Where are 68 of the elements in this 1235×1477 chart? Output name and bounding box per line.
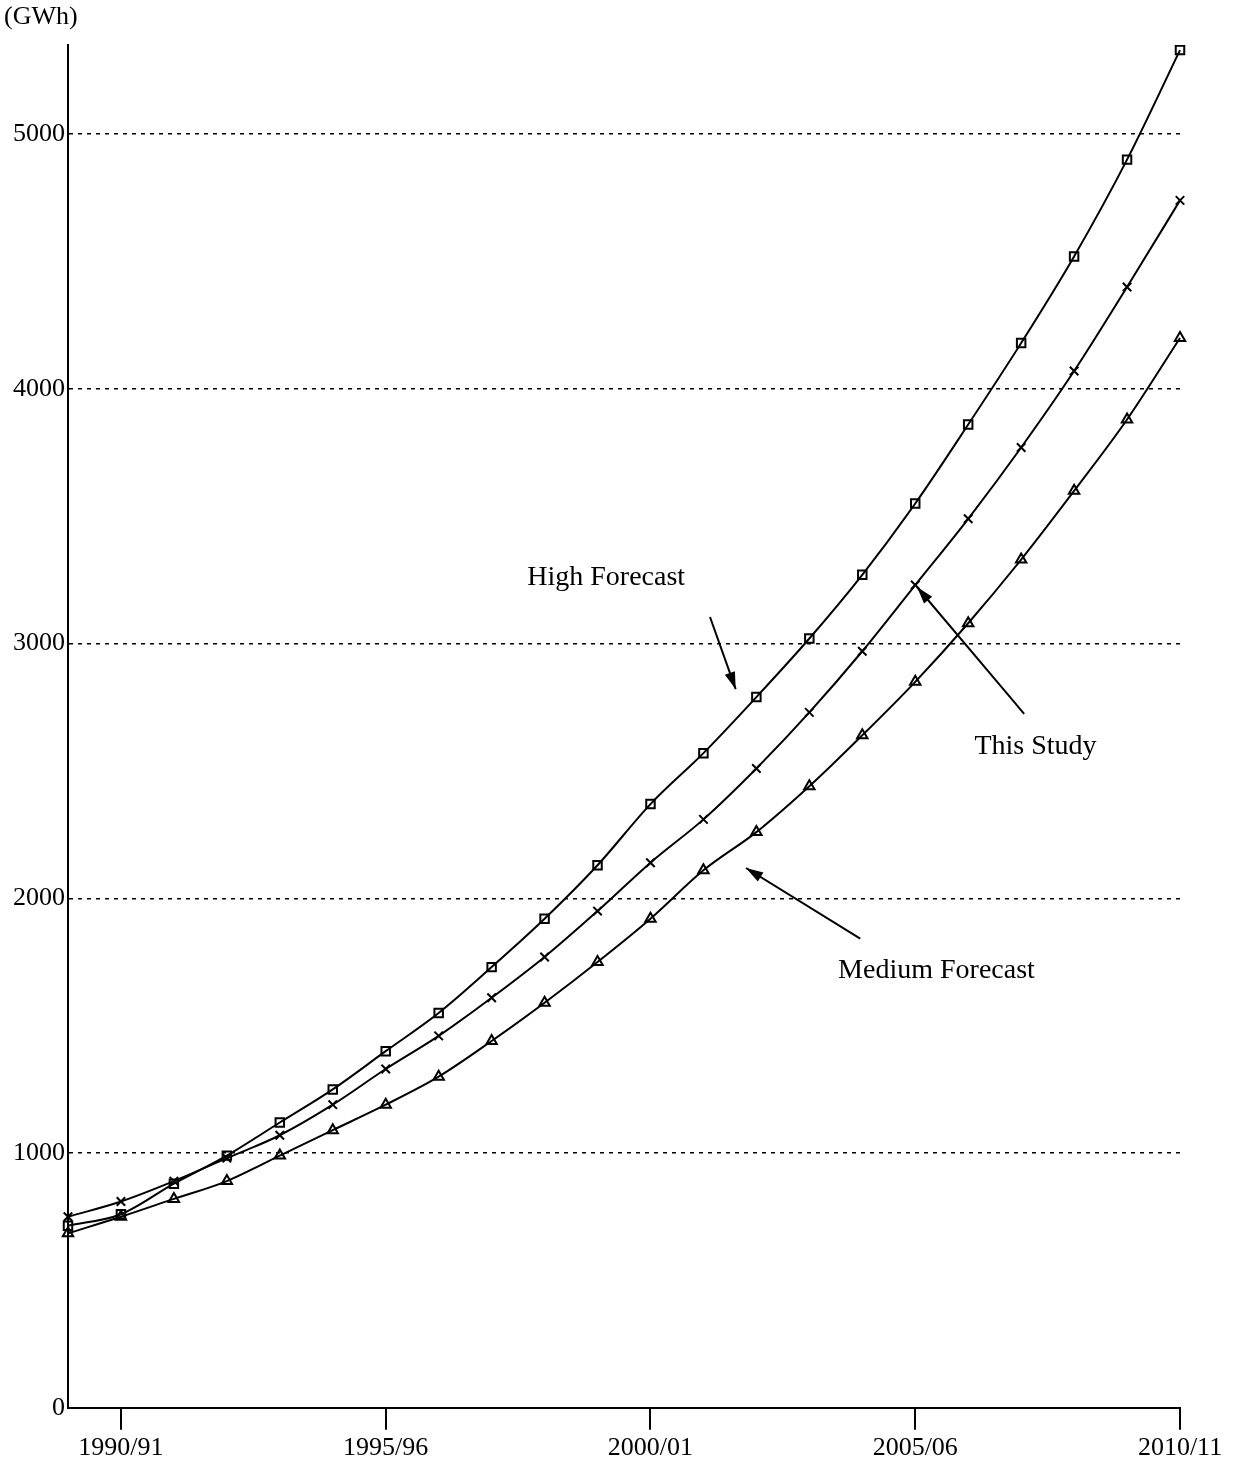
x-tick-label: 1995/96 xyxy=(343,1432,429,1462)
annotation: Medium Forecast xyxy=(838,952,1036,984)
annotation: High Forecast xyxy=(527,560,686,592)
point xyxy=(644,911,657,923)
point xyxy=(1014,552,1028,564)
y-tick-label: 1000 xyxy=(13,1136,65,1166)
y-tick-label: 3000 xyxy=(13,627,65,657)
point xyxy=(592,859,603,871)
x-tick-label: 2005/06 xyxy=(872,1432,958,1462)
point xyxy=(62,1220,74,1231)
point xyxy=(857,569,868,581)
x-tick-label: 2010/11 xyxy=(1137,1432,1223,1462)
y-axis-title: (GWh) xyxy=(4,0,78,30)
point xyxy=(1068,365,1080,377)
point xyxy=(962,419,974,430)
point xyxy=(1120,412,1134,424)
point xyxy=(274,1117,286,1128)
point xyxy=(751,691,762,703)
point xyxy=(698,747,709,759)
point xyxy=(803,779,816,791)
point xyxy=(804,707,815,718)
point xyxy=(804,633,815,644)
point xyxy=(698,814,709,825)
y-tick-label: 2000 xyxy=(13,882,65,912)
y-tick-label: 4000 xyxy=(13,372,65,402)
point xyxy=(645,798,656,810)
point xyxy=(538,995,551,1007)
point xyxy=(1121,154,1133,165)
point xyxy=(961,616,975,628)
point xyxy=(432,1069,445,1081)
x-tick-label: 2000/01 xyxy=(607,1432,694,1462)
point xyxy=(539,913,550,924)
point xyxy=(750,825,763,837)
point xyxy=(380,1045,391,1057)
point xyxy=(1174,195,1186,206)
point xyxy=(1068,251,1080,262)
point xyxy=(485,1033,498,1045)
point xyxy=(486,992,497,1003)
point xyxy=(909,674,922,686)
point xyxy=(1173,330,1187,342)
point xyxy=(326,1123,339,1135)
point xyxy=(962,513,974,525)
point xyxy=(486,961,497,973)
point xyxy=(220,1174,234,1186)
point xyxy=(61,1226,75,1238)
point xyxy=(115,1196,127,1207)
point xyxy=(327,1099,339,1110)
point xyxy=(751,763,762,774)
point xyxy=(1067,483,1081,495)
point xyxy=(856,728,869,740)
point xyxy=(591,955,604,967)
point xyxy=(645,857,656,868)
point xyxy=(379,1097,392,1109)
point xyxy=(167,1191,181,1203)
x-tick-label: 1990/91 xyxy=(78,1432,164,1462)
point xyxy=(1015,337,1027,349)
point xyxy=(1174,45,1186,56)
point xyxy=(274,1130,286,1141)
point xyxy=(327,1084,339,1095)
point xyxy=(433,1007,444,1019)
point xyxy=(697,863,710,875)
y-tick-label: 0 xyxy=(52,1391,65,1421)
annotation: This Study xyxy=(974,729,1097,761)
point xyxy=(857,646,868,657)
point xyxy=(273,1148,287,1160)
point xyxy=(910,498,921,509)
point xyxy=(1121,281,1133,293)
y-tick-label: 5000 xyxy=(13,117,65,147)
